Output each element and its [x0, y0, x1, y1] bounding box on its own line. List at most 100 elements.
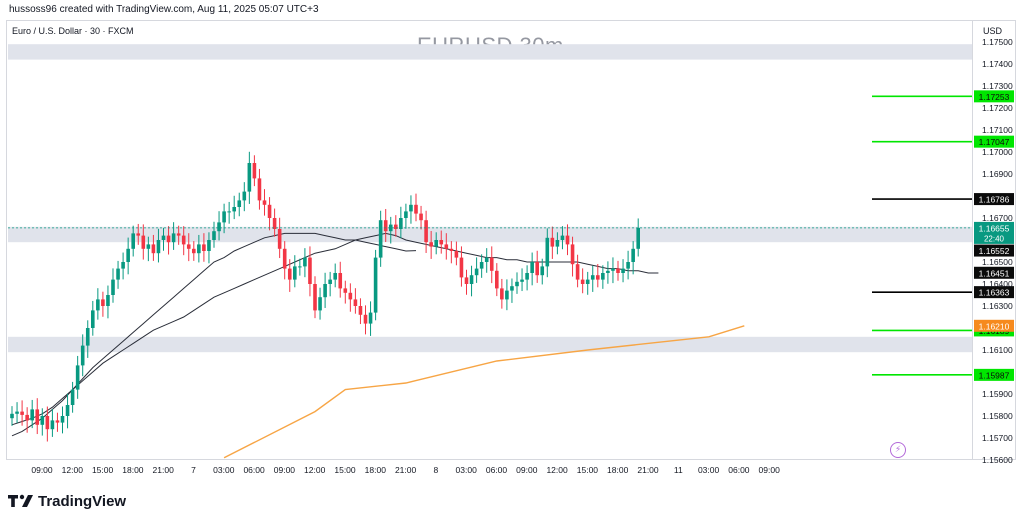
candle-body — [464, 277, 469, 284]
candle-body — [419, 213, 423, 221]
candle-body — [55, 420, 60, 423]
price-tag-label: 1.16451 — [979, 268, 1010, 278]
candle-body — [237, 200, 242, 207]
candle-body — [267, 204, 272, 218]
symbol-legend[interactable]: Euro / U.S. Dollar · 30 · FXCM — [12, 26, 134, 36]
candle-body — [146, 244, 151, 249]
candle-body — [65, 405, 70, 416]
y-tick-label: 1.16400 — [982, 279, 1013, 289]
candle-body — [227, 211, 231, 213]
candle-body — [636, 227, 640, 249]
candle-body — [383, 220, 388, 232]
candle-body — [454, 251, 459, 258]
candle-body — [363, 314, 368, 324]
candle-body — [323, 284, 327, 298]
lightning-icon[interactable]: ⚡ — [890, 442, 906, 458]
level-tag-label: 1.17253 — [979, 92, 1010, 102]
y-tick-label: 1.16100 — [982, 345, 1013, 355]
level-tag-label: 1.17047 — [979, 137, 1010, 147]
brand-logo[interactable]: TradingView — [8, 491, 126, 511]
candle-body — [232, 207, 236, 212]
candle-body — [399, 218, 403, 229]
level-tag — [974, 368, 1014, 381]
y-tick-label: 1.17100 — [982, 125, 1013, 135]
candle-body — [525, 273, 529, 280]
candle-body — [151, 244, 156, 254]
price-tag — [974, 244, 1014, 257]
candle-body — [338, 273, 343, 289]
candle-body — [212, 231, 216, 240]
candle-body — [570, 244, 575, 265]
candle-body — [333, 273, 337, 280]
y-tick-label: 1.16500 — [982, 257, 1013, 267]
candle-body — [378, 220, 383, 258]
candle-body — [106, 295, 110, 306]
candle-body — [343, 288, 348, 293]
x-tick-label: 12:00 — [546, 465, 568, 475]
x-tick-label: 21:00 — [395, 465, 417, 475]
x-tick-label: 11 — [674, 465, 683, 475]
level-tag — [974, 90, 1014, 103]
y-tick-label: 1.16300 — [982, 301, 1013, 311]
candle-body — [176, 233, 181, 236]
x-tick-label: 18:00 — [122, 465, 144, 475]
y-tick-label: 1.16900 — [982, 169, 1013, 179]
candle-body — [272, 218, 277, 229]
candle-body — [171, 233, 176, 243]
candle-body — [439, 240, 444, 245]
candle-body — [217, 222, 221, 232]
candle-body — [530, 262, 534, 273]
candle-body — [550, 237, 555, 247]
candle-body — [161, 235, 166, 240]
x-tick-label: 21:00 — [153, 465, 175, 475]
candle-body — [616, 268, 620, 273]
price-scale-divider — [972, 20, 973, 460]
x-tick-label: 03:00 — [213, 465, 235, 475]
x-tick-label: 15:00 — [577, 465, 599, 475]
x-tick-label: 7 — [191, 465, 196, 475]
ma-fast-line — [11, 232, 659, 426]
zone-layer — [8, 44, 972, 353]
candle-body — [80, 345, 85, 366]
candle-body — [590, 275, 595, 280]
candle-body — [70, 389, 75, 405]
sr-zone — [8, 44, 972, 60]
candle-body — [96, 299, 100, 311]
price-tag — [974, 266, 1014, 279]
y-tick-label: 1.17500 — [982, 37, 1013, 47]
candle-body — [368, 312, 373, 324]
candle-body — [121, 262, 125, 269]
y-tick-label: 1.15800 — [982, 411, 1013, 421]
x-tick-label: 03:00 — [456, 465, 478, 475]
candle-body — [373, 257, 378, 313]
candle-body — [489, 257, 494, 271]
candle-body — [91, 310, 95, 328]
x-tick-label: 15:00 — [92, 465, 114, 475]
candle-body — [545, 237, 550, 267]
price-scale-currency[interactable]: USD — [983, 26, 1003, 36]
x-tick-label: 21:00 — [637, 465, 659, 475]
candle-body — [479, 262, 484, 269]
candle-body — [414, 204, 418, 214]
candle-body — [136, 233, 141, 236]
candle-body — [277, 229, 282, 249]
candle-body — [202, 244, 206, 251]
candle-body — [313, 284, 317, 311]
candle-body — [596, 275, 600, 280]
candle-body — [141, 235, 146, 249]
candle-body — [555, 240, 560, 247]
candle-body — [424, 220, 428, 243]
x-tick-label: 12:00 — [304, 465, 326, 475]
candle-body — [181, 235, 186, 245]
candle-body — [520, 279, 524, 282]
candle-body — [404, 211, 408, 218]
brand-name: TradingView — [38, 492, 127, 510]
x-tick-label: 8 — [434, 465, 439, 475]
candle-body — [25, 414, 29, 421]
price-tag — [974, 319, 1014, 332]
candle-body — [131, 233, 135, 249]
candle-body — [631, 248, 635, 262]
candle-body — [606, 270, 610, 273]
